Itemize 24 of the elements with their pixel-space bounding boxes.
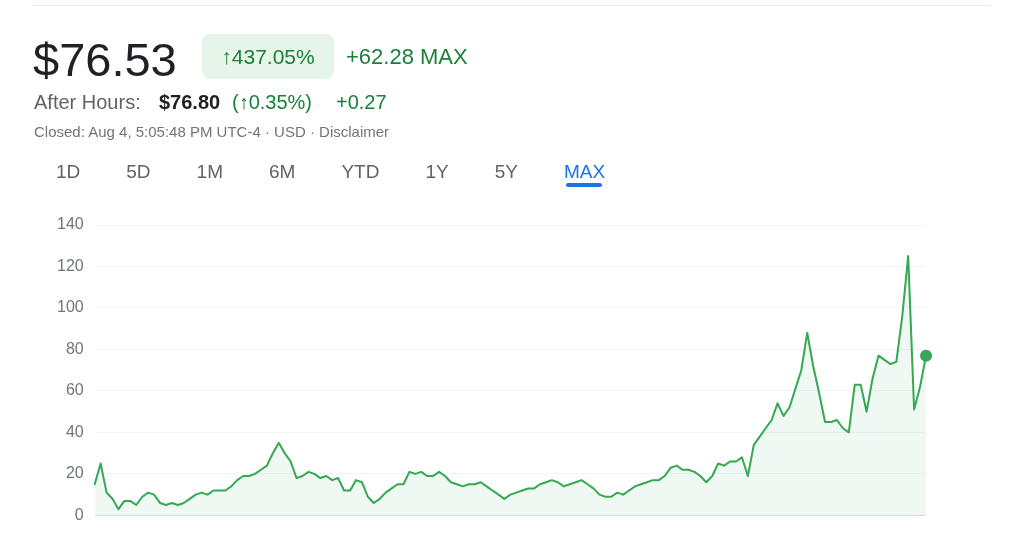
y-tick-label: 60 [65,381,84,399]
text: (↑0.35%) [232,91,313,113]
y-tick-label: 100 [56,298,84,316]
text: YTD [341,161,380,182]
text: 6M [269,161,296,182]
text: MAX [563,161,606,182]
text: 1M [196,161,223,182]
chart-subtitle: Closed: Aug 4, 5:05:48 PM UTC-4 · USD · Disclaimer [34,123,390,140]
y-tick-label: 20 [65,464,84,482]
y-tick-label: 120 [56,256,84,274]
text: 5D [126,161,151,182]
y-tick-label: 80 [65,339,84,357]
text: +62.28 MAX [346,44,468,69]
text: 1Y [425,161,449,182]
y-tick-label: 140 [56,215,84,233]
text: +0.27 [336,91,387,113]
text: 5Y [494,161,518,182]
badge: ↑437.05% [202,34,334,79]
y-tick-label: 40 [65,422,84,440]
text: After Hours: [34,91,141,113]
chart-title: $76.53 [33,33,177,86]
y-tick-label: 0 [74,505,84,523]
text: $76.80 [159,91,221,113]
text: 1D [56,161,81,182]
